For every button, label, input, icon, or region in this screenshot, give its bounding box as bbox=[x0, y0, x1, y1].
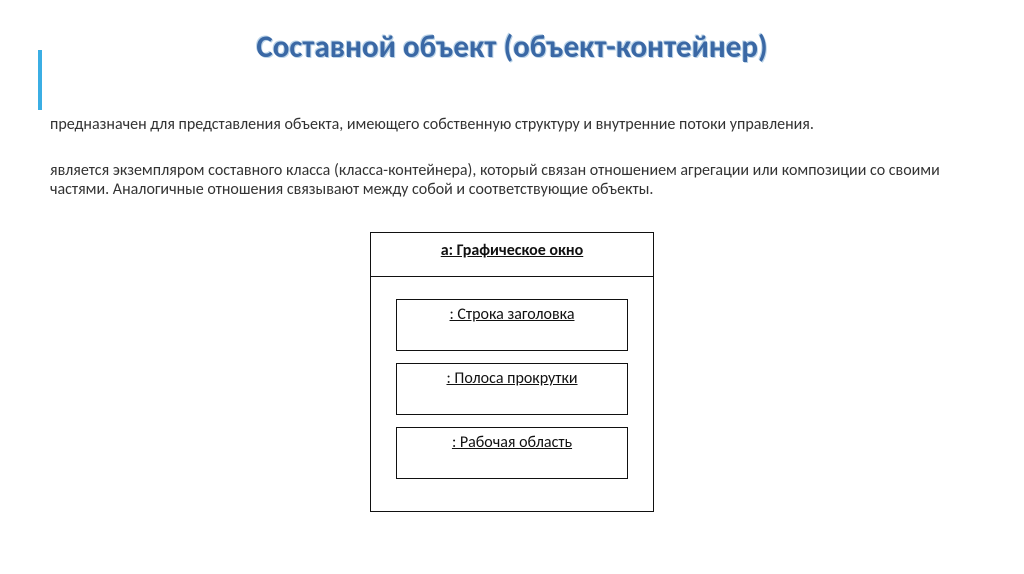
diagram-part-label: : Строка заголовка bbox=[450, 300, 575, 324]
diagram-part-label: : Полоса прокрутки bbox=[446, 364, 577, 388]
diagram-part-label: : Рабочая область bbox=[452, 428, 572, 452]
diagram-container-header: а: Графическое окно bbox=[371, 233, 653, 277]
diagram-body: : Строка заголовка : Полоса прокрутки : … bbox=[371, 277, 653, 511]
paragraph-1: предназначен для представления объекта, … bbox=[50, 116, 980, 135]
diagram-container-label: а: Графическое окно bbox=[441, 241, 584, 260]
paragraph-2: является экземпляром составного класса (… bbox=[50, 162, 980, 200]
diagram-part-box: : Рабочая область bbox=[396, 427, 628, 479]
diagram-part-box: : Полоса прокрутки bbox=[396, 363, 628, 415]
diagram-part-box: : Строка заголовка bbox=[396, 299, 628, 351]
composite-object-diagram: а: Графическое окно : Строка заголовка :… bbox=[370, 232, 654, 512]
page-title: Составной объект (объект-контейнер) bbox=[0, 28, 1024, 66]
